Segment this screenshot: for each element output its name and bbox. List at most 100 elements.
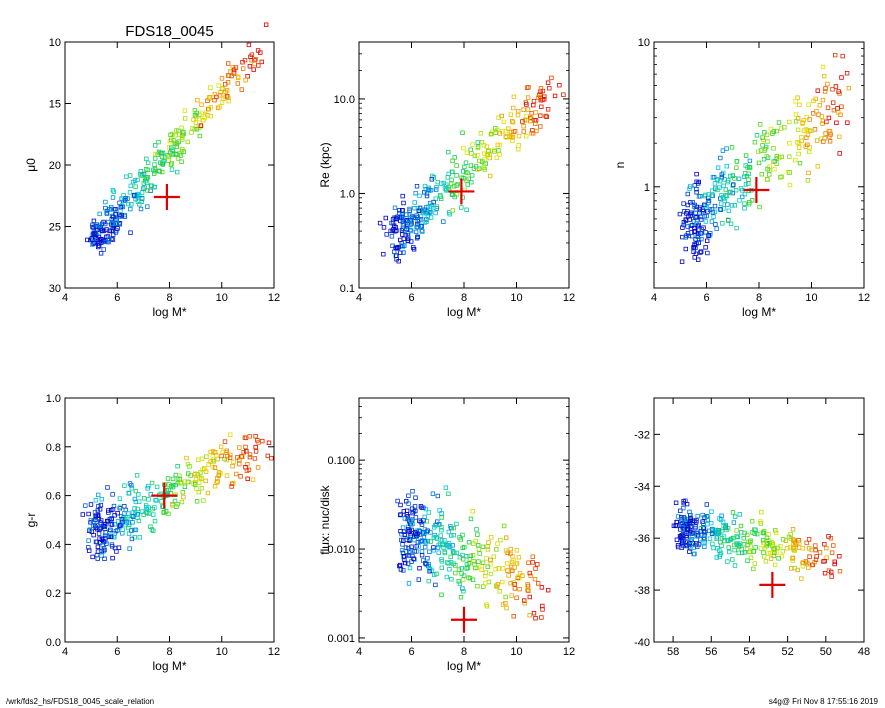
data-point [470,577,476,582]
data-point [817,103,822,108]
data-point [464,566,469,571]
data-point [117,200,122,206]
data-point [152,518,158,524]
data-point [699,227,704,232]
data-point [412,200,417,205]
data-point [737,198,742,203]
data-point [494,547,499,552]
data-point [718,539,723,545]
plot-frame [64,397,275,643]
data-point [485,544,490,549]
data-point [524,118,529,123]
data-point [710,541,715,547]
data-point [742,550,747,555]
data-point [237,445,242,450]
data-point [532,577,538,582]
plot-frame [358,397,570,643]
data-point [753,545,758,550]
data-point [514,595,519,600]
data-point [117,523,122,529]
data-point [718,206,723,212]
data-point [425,528,430,533]
data-point [415,206,421,211]
data-point [827,139,833,144]
data-point [747,165,753,170]
data-point [160,162,166,167]
data-point [497,589,502,594]
x-tick-label: 12 [563,646,575,658]
data-point [189,130,194,135]
data-point [411,556,416,561]
data-point [404,512,409,517]
data-point [439,511,444,516]
x-tick-label: 10 [510,646,522,658]
x-tick-label: 12 [858,292,870,304]
data-point [413,229,419,235]
data-point [99,536,105,541]
data-point [796,545,802,550]
data-point [538,113,543,118]
data-point [179,499,185,505]
data-point [215,105,221,111]
data-point [499,129,505,134]
data-point [698,250,703,255]
data-point [115,519,121,524]
data-point [477,551,482,556]
data-point [182,484,188,489]
data-point [718,155,723,161]
data-point [192,472,198,477]
data-point [422,545,428,550]
data-point [467,560,473,565]
data-point [703,192,708,198]
data-point [99,227,104,233]
data-point [439,559,445,564]
data-point [401,200,406,206]
data-point [152,184,157,190]
data-point [801,560,806,565]
data-point [742,201,747,206]
data-point [480,560,486,565]
y-tick-label: 10.0 [334,94,355,106]
data-point [401,554,406,560]
data-point [685,191,690,197]
data-point [159,499,164,504]
data-point [416,544,421,549]
data-point [706,200,711,205]
y-axis-label: μ0 [24,158,38,172]
data-point [485,564,490,569]
data-point [836,110,841,115]
data-point [751,566,756,572]
data-point [731,182,736,187]
data-point [389,220,394,226]
data-point [734,225,739,231]
data-point [509,593,514,598]
data-point [549,75,554,81]
data-point [450,543,455,548]
data-point [185,139,190,145]
data-point [199,102,204,107]
data-point [772,167,777,172]
panel-re: 4 6 8 10 12 0.1 1.0 10.0 log M* Re (kpc) [318,41,575,319]
data-point [719,543,724,548]
data-point [427,549,432,554]
data-point [831,543,836,548]
data-point [438,533,443,538]
data-point [765,176,770,182]
data-point [143,167,149,172]
data-point [471,166,477,171]
data-point [178,480,183,485]
data-point [154,498,159,503]
data-point [508,134,514,140]
data-point [468,553,473,559]
data-point [391,223,397,228]
data-point [676,514,681,519]
data-point [93,497,99,503]
data-point [441,545,446,550]
data-point [225,61,231,66]
data-point [416,208,421,214]
data-point [815,164,820,169]
data-point [392,215,397,220]
data-point [513,561,519,566]
data-point [534,128,539,134]
data-point [722,538,727,544]
